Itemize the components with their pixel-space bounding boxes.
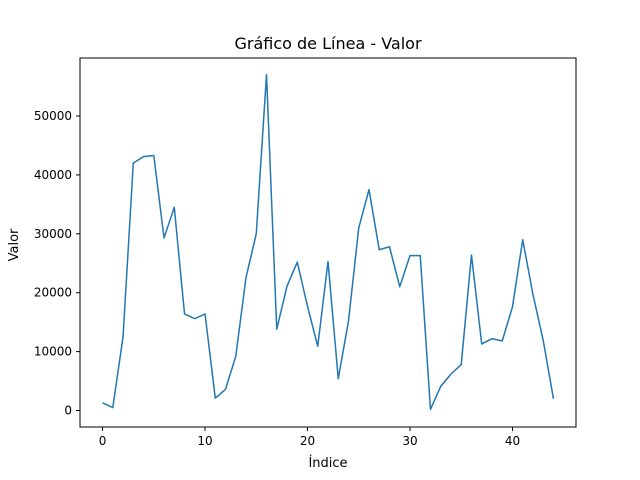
y-axis-ticks: 0 10000 20000 30000 40000 50000 bbox=[34, 109, 80, 418]
x-tick-label: 10 bbox=[197, 434, 212, 448]
plot-frame bbox=[79, 57, 577, 428]
y-axis-label: Valor bbox=[7, 228, 22, 261]
plot-area bbox=[102, 74, 555, 411]
chart-title: Gráfico de Línea - Valor bbox=[234, 34, 421, 53]
y-tick-label: 30000 bbox=[34, 227, 72, 241]
y-tick-label: 50000 bbox=[34, 109, 72, 123]
x-tick-label: 30 bbox=[402, 434, 417, 448]
x-tick-label: 0 bbox=[99, 434, 107, 448]
series-line-0 bbox=[102, 74, 555, 411]
y-tick-label: 20000 bbox=[34, 286, 72, 300]
y-tick-label: 10000 bbox=[34, 345, 72, 359]
x-tick-label: 40 bbox=[505, 434, 520, 448]
y-tick-label: 0 bbox=[64, 404, 72, 418]
x-axis-label: Índice bbox=[308, 455, 347, 471]
y-tick-label: 40000 bbox=[34, 168, 72, 182]
x-tick-label: 20 bbox=[300, 434, 315, 448]
x-axis-ticks: 0 10 20 30 40 bbox=[99, 427, 520, 448]
